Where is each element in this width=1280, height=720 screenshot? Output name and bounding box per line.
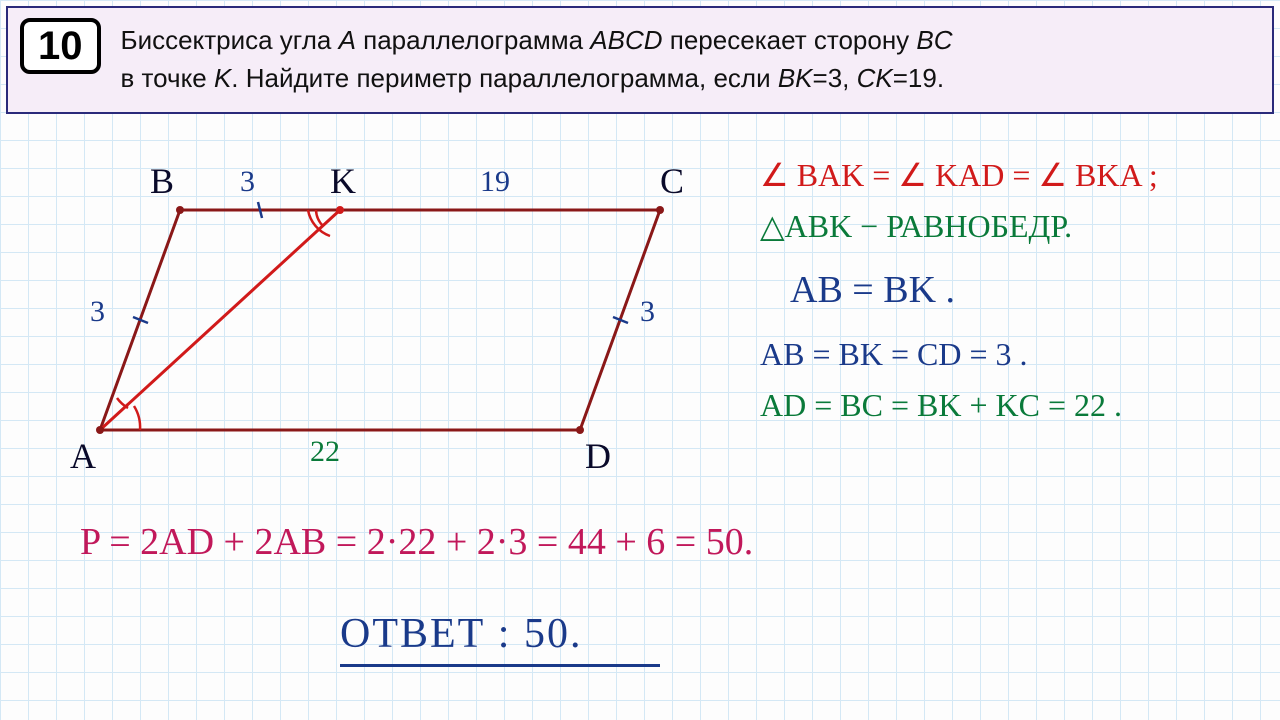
var-abcd: ABCD (590, 25, 662, 55)
text-part: Биссектриса угла (121, 25, 339, 55)
solution-line-4: AB = BK = CD = 3 . (760, 329, 1260, 380)
var-bc: BC (916, 25, 952, 55)
text-part: пересекает сторону (663, 25, 917, 55)
var-a: A (339, 25, 356, 55)
vertex-label-a: A (70, 435, 96, 477)
answer-label: ОТВЕТ : (340, 611, 511, 657)
text-part: =19. (893, 63, 944, 93)
solution-line-3: AB = BK . (790, 260, 1260, 321)
solution-steps: ∠ BAK = ∠ KAD = ∠ BKA ; △ABK − РАВНОБЕДР… (760, 150, 1260, 432)
solution-line-1: ∠ BAK = ∠ KAD = ∠ BKA ; (760, 150, 1260, 201)
edge-label-cd: 3 (640, 295, 655, 329)
vertex-label-c: C (660, 160, 684, 202)
solution-line-5: AD = BC = BK + KC = 22 . (760, 380, 1260, 431)
final-answer: ОТВЕТ : 50. (340, 610, 582, 658)
vertex-label-k: K (330, 160, 356, 202)
diagram-svg (40, 140, 740, 480)
vertex-label-d: D (585, 435, 611, 477)
var-ck: CK (857, 63, 893, 93)
text-part: . Найдите периметр параллелограмма, если (231, 63, 778, 93)
perimeter-formula: P = 2AD + 2AB = 2·22 + 2·3 = 44 + 6 = 50… (80, 520, 753, 564)
var-k: K (214, 63, 231, 93)
vertex-label-b: B (150, 160, 174, 202)
edge-label-ad: 22 (310, 435, 340, 469)
text-part: в точке (121, 63, 214, 93)
problem-header: 10 Биссектриса угла A параллелограмма AB… (6, 6, 1274, 114)
problem-number: 10 (20, 18, 101, 74)
answer-underline (340, 664, 660, 667)
answer-value: 50. (511, 611, 582, 657)
edge-label-ab: 3 (90, 295, 105, 329)
parallelogram-diagram: A B K C D 3 19 3 3 22 (40, 140, 740, 480)
text-part: =3, (813, 63, 857, 93)
edge-label-bk: 3 (240, 165, 255, 199)
solution-line-2: △ABK − РАВНОБЕДР. (760, 201, 1260, 252)
var-bk: BK (778, 63, 813, 93)
edge-label-kc: 19 (480, 165, 510, 199)
text-part: параллелограмма (356, 25, 590, 55)
problem-text: Биссектриса угла A параллелограмма ABCD … (121, 18, 1255, 97)
